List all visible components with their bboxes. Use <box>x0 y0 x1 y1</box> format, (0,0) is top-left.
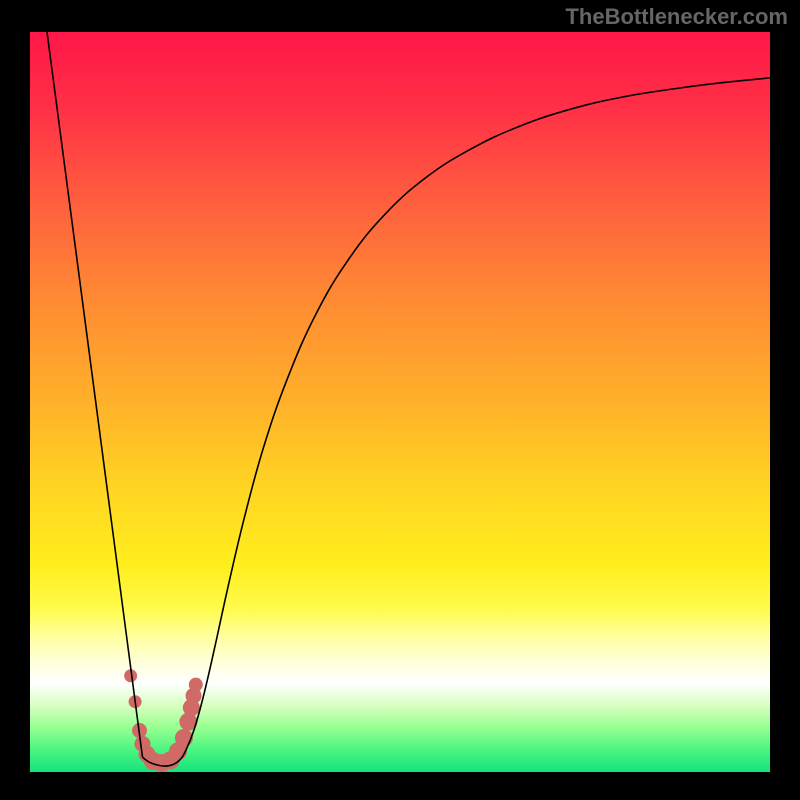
plot-background <box>30 32 770 772</box>
data-marker <box>189 678 203 692</box>
data-marker <box>175 729 193 747</box>
chart-container: TheBottlenecker.com <box>0 0 800 800</box>
bottleneck-curve-chart <box>0 0 800 800</box>
